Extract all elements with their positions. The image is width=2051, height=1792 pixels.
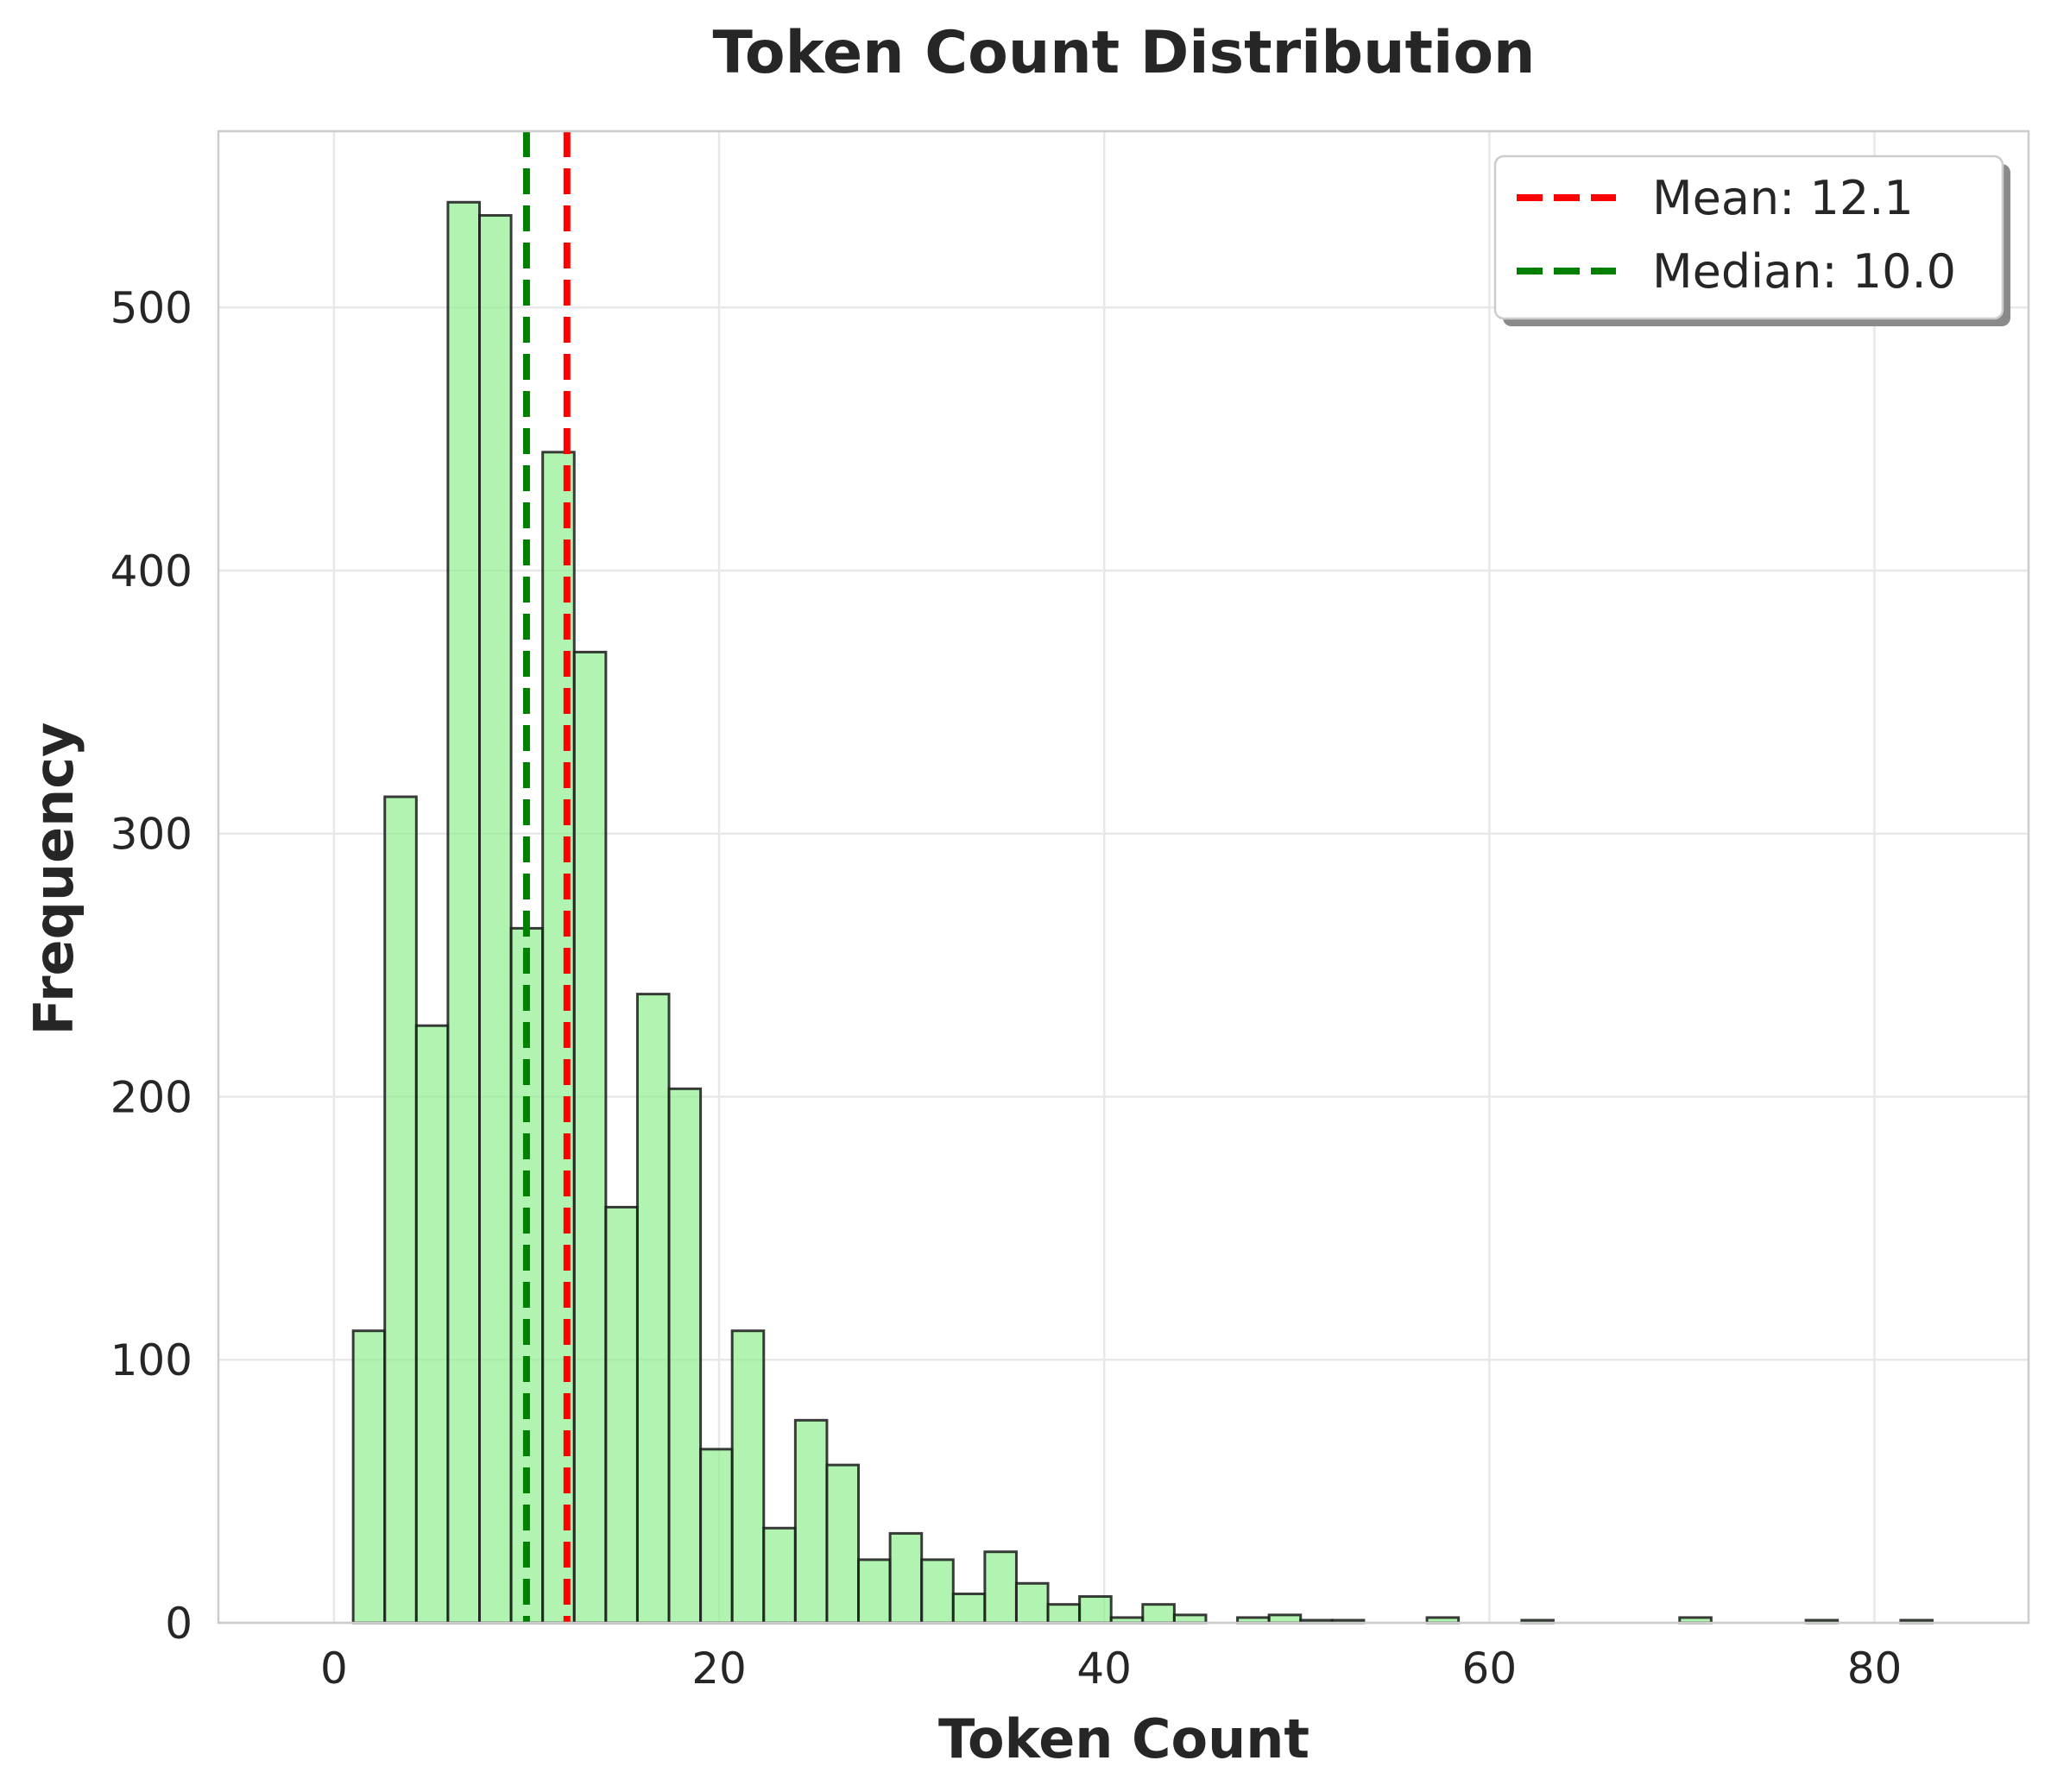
histogram-bar [730,1329,766,1625]
chart-title: Token Count Distribution [713,19,1536,87]
x-tick-label: 0 [320,1644,348,1694]
y-tick-label: 100 [110,1335,192,1385]
histogram-bar [888,1531,924,1625]
legend-entry-label: Mean: 12.1 [1652,171,1914,225]
histogram-bar [1141,1603,1176,1625]
histogram-bar [1046,1603,1082,1625]
histogram-bar [478,214,513,1625]
legend-entry-label: Median: 10.0 [1652,244,1956,299]
histogram-bar [383,795,418,1625]
legend-box [1493,155,2004,320]
y-tick-label: 400 [110,546,192,596]
histogram-bar [635,993,671,1625]
histogram-bar [1172,1613,1208,1625]
histogram-bar [793,1418,829,1625]
histogram-bar [762,1526,797,1625]
x-axis-label: Token Count [938,1707,1309,1770]
y-tick-label: 200 [110,1072,192,1122]
axes-frame [217,129,2030,1625]
x-tick-label: 20 [691,1644,747,1694]
plot-area: 0 20 40 60 80 0 100 200 300 400 500 [110,129,2030,1694]
histogram-bar [857,1558,892,1625]
histogram-bar [699,1448,734,1625]
histogram-bar [825,1463,861,1625]
y-axis-label: Frequency [22,722,85,1036]
y-tick-label: 300 [110,810,192,860]
y-tick-label: 500 [110,283,192,333]
histogram-bar [351,1329,387,1625]
x-tick-label: 80 [1847,1644,1903,1694]
histogram-bar [446,200,482,1625]
histogram-bar [1267,1613,1303,1625]
x-tick-label: 60 [1462,1644,1518,1694]
histogram-bar [1078,1595,1113,1625]
histogram-bar [951,1592,987,1625]
x-tick-label: 40 [1076,1644,1132,1694]
y-tick-label: 0 [165,1599,192,1649]
histogram-bar [1014,1581,1050,1625]
histogram-bar [667,1087,703,1625]
histogram-bar [983,1550,1018,1625]
histogram-bar [920,1558,955,1625]
legend: Mean: 12.1 Median: 10.0 [1493,155,2010,326]
histogram-bar [572,650,608,1625]
histogram-bar [414,1024,450,1625]
histogram-bar [604,1205,639,1625]
